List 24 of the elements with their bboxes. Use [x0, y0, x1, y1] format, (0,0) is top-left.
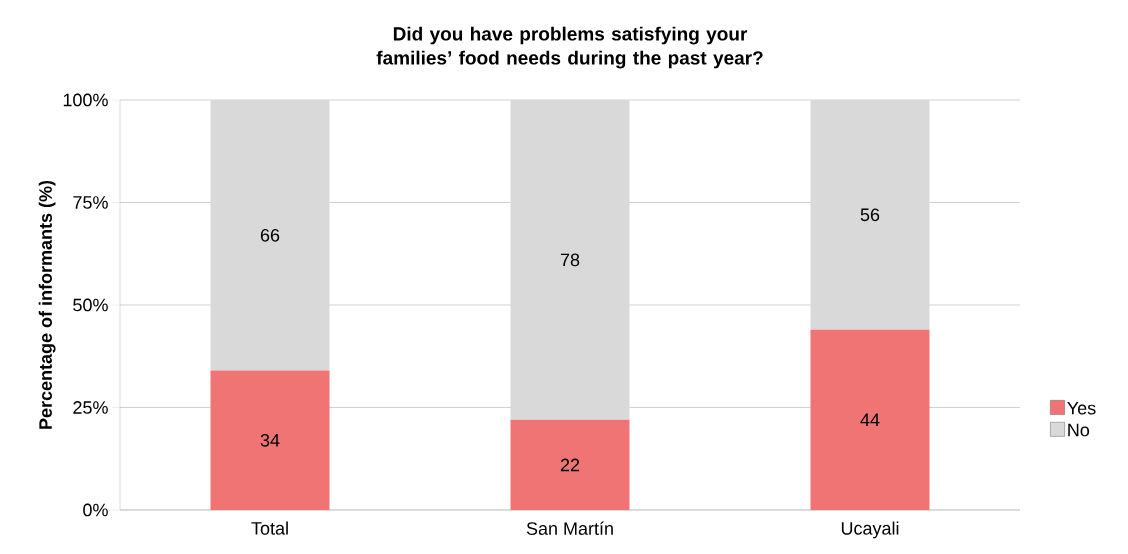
chart-title: Did you have problems satisfying your families’ food needs during the past year?	[376, 26, 763, 69]
data-label: 22	[560, 458, 580, 472]
data-label: 66	[260, 228, 280, 242]
data-label: 44	[860, 413, 880, 426]
y-tick-label: 50%	[73, 298, 108, 312]
data-label: 34	[260, 433, 280, 447]
x-tick-label: Ucayali	[841, 521, 899, 539]
x-tick-label: Total	[251, 521, 288, 535]
bar	[210, 99, 330, 371]
bar	[810, 329, 930, 510]
y-tick-label: 25%	[73, 401, 108, 414]
bar	[510, 419, 630, 510]
legend-label: No	[1068, 423, 1090, 437]
bar	[510, 99, 630, 420]
data-label: 56	[860, 208, 880, 222]
y-tick-label: 75%	[73, 196, 108, 209]
data-label: 78	[560, 253, 580, 267]
bar	[810, 99, 930, 330]
y-tick-label: 0%	[83, 503, 108, 517]
y-tick-label: 100%	[63, 93, 108, 107]
legend-label: Yes	[1067, 401, 1096, 415]
x-tick-label: San Martín	[526, 521, 613, 535]
bar	[210, 370, 330, 510]
y-axis-title: Percentage of informants (%)	[38, 180, 56, 429]
